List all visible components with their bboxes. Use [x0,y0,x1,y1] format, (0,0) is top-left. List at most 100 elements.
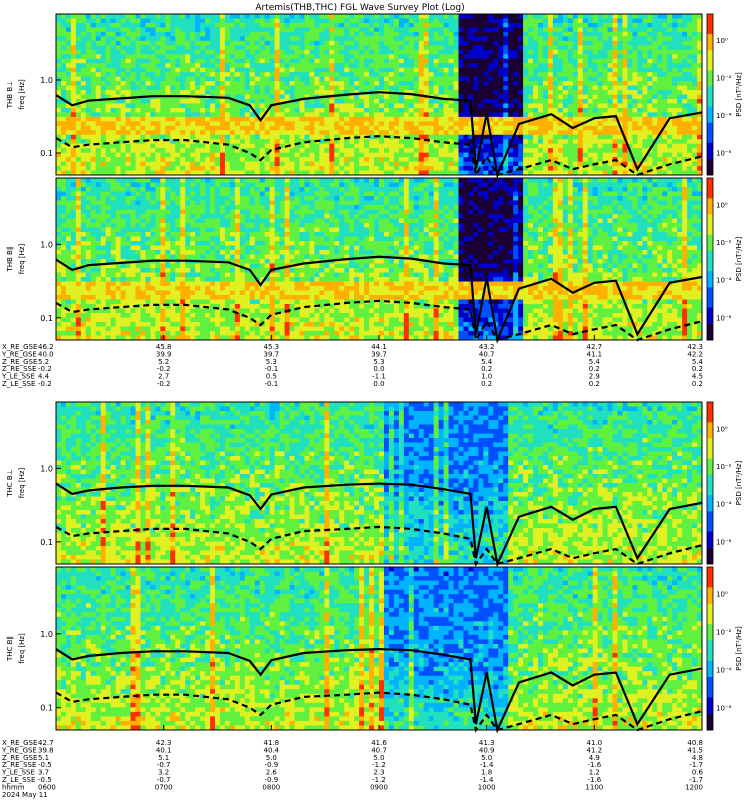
ephem-value: 0.2 [589,365,600,373]
ephem-value: 40.0 [38,350,54,358]
colorbar-tick-label: 10⁻⁶ [716,704,732,712]
ephem-value: 41.0 [587,739,603,747]
ephem-value: -0.7 [157,776,171,784]
ephem-value: -0.1 [264,365,278,373]
ephem-value: -1.7 [689,776,703,784]
ephem-value: 42.3 [156,739,172,747]
ephem-value: 4.5 [692,373,703,381]
ephem-row-label: Y_LE_SSE [1,769,35,777]
ephem-value: -0.5 [38,776,52,784]
series-line-solid [55,255,703,344]
colorbar-tick-label: 10⁻⁴ [716,112,732,120]
colorbar-tick-label: 10⁻⁶ [716,538,732,546]
ephem-value: -0.2 [157,380,171,388]
ephemeris-table: X_RE_GSE 46.2 45.8 45.3 44.1 43.2 42.7 42.3Y_RE… [1,343,704,799]
colorbar-label: PSD [nT²/Hz] [735,460,743,505]
colorbar-frame [706,177,714,341]
colorbar-tick-label: 10⁰ [716,425,728,433]
ephem-value: -0.9 [264,761,278,769]
ephem-row-label: Z_RE_GSE [2,358,37,366]
ephem-value: -0.5 [38,761,52,769]
colorbar: 10⁰ 10⁻² 10⁻⁴ 10⁻⁶ PSD [nT²/Hz] [706,177,743,341]
colorbar: 10⁰ 10⁻² 10⁻⁴ 10⁻⁶ PSD [nT²/Hz] [706,401,743,565]
ephem-value: -0.2 [38,365,52,373]
ephem-value: 42.7 [38,739,54,747]
time-tick-label: 1200 [685,783,703,791]
colorbar-tick-label: 10⁻⁴ [716,666,732,674]
time-tick-label: 1100 [585,783,603,791]
colorbar-tick-label: 10⁰ [716,37,728,45]
y-tick-label: 1.0 [40,464,53,473]
colorbar-frame [706,401,714,565]
y-tick-label: 1.0 [40,76,53,85]
ephem-value: 0.0 [373,380,384,388]
spectrogram-panels: 1.0 0.1 THB B⊥ freq [Hz] 10⁰ 10⁻² 10⁻⁴ 10⁻⁶ PSD … [6,13,743,734]
ephem-value: 0.2 [589,380,600,388]
colorbar-frame [706,566,714,731]
ephem-value: 41.1 [587,350,603,358]
colorbar: 10⁰ 10⁻² 10⁻⁴ 10⁻⁶ PSD [nT²/Hz] [706,566,743,731]
series-line-dashed [55,299,703,344]
ephem-row-label: Y_RE_GSE [1,350,37,358]
series-line-solid [55,647,703,734]
ephem-value: -1.1 [372,373,386,381]
colorbar-tick-label: 10⁰ [716,201,728,209]
ephem-value: 40.4 [264,746,280,754]
panel-frame [55,401,703,565]
ephem-value: 40.7 [371,746,387,754]
y-axis-label: THC B∥ [6,636,14,662]
colorbar-tick-label: 10⁻⁴ [716,501,732,509]
ephem-value: 5.0 [266,754,277,762]
ephem-value: 2.7 [158,373,169,381]
time-tick-label: 0600 [38,783,56,791]
ephem-value: 4.4 [38,373,50,381]
colorbar-tick-label: 10⁻² [716,239,732,247]
ephem-value: 5.4 [692,358,704,366]
ephem-value: 5.2 [158,358,169,366]
ephem-value: 41.2 [587,746,603,754]
ephem-value: -0.1 [264,380,278,388]
ephem-value: -0.2 [38,380,52,388]
spectrogram-panel-thb-par: 1.0 0.1 THB B∥ freq [Hz] 10⁰ 10⁻² 10⁻⁴ 10⁻⁶ PSD … [6,177,743,344]
ephem-value: 40.7 [479,350,495,358]
colorbar-tick-label: 10⁰ [716,591,728,599]
ephem-value: 39.7 [264,350,280,358]
ephem-value: 41.8 [264,739,280,747]
ephem-value: 2.3 [373,769,384,777]
spectrogram-panel-thc-perp: 1.0 0.1 THC B⊥ freq [Hz] 10⁰ 10⁻² 10⁻⁴ 10⁻⁶ PSD … [6,401,743,568]
ephem-value: 1.8 [481,769,492,777]
ephem-row-label: X_RE_GSE [2,343,37,351]
ephem-value: 41.5 [687,746,703,754]
ephem-row-label: Z_RE_SSE [2,761,36,769]
time-tick-label: 0800 [262,783,280,791]
colorbar-tick-label: 10⁻² [716,628,732,636]
y-axis-label-units: freq [Hz] [18,467,26,498]
colorbar-tick-label: 10⁻⁴ [716,277,732,285]
panel-frame [55,13,703,176]
ephem-value: 40.1 [156,746,172,754]
series-line-solid [55,91,703,179]
y-tick-label: 1.0 [40,240,53,249]
colorbar: 10⁰ 10⁻² 10⁻⁴ 10⁻⁶ PSD [nT²/Hz] [706,13,743,176]
ephem-value: 39.9 [156,350,172,358]
colorbar-label: PSD [nT²/Hz] [735,236,743,281]
ephem-value: -0.2 [157,365,171,373]
y-tick-label: 0.1 [40,704,53,713]
series-line-dashed [55,525,703,567]
ephem-row-label: Y_RE_GSE [1,746,37,754]
ephem-value: -0.9 [264,776,278,784]
ephem-value: 5.0 [481,754,492,762]
y-axis-label: THB B⊥ [6,81,14,109]
ephem-value: -1.4 [480,776,494,784]
ephem-value: -1.2 [372,776,386,784]
heatmap-cells [56,14,703,176]
y-tick-label: 1.0 [40,630,53,639]
ephem-value: 2.9 [589,373,600,381]
ephem-value: 41.3 [479,739,495,747]
ephem-value: 45.3 [264,343,280,351]
ephem-value: 1.0 [481,373,492,381]
ephem-value: -1.6 [587,761,601,769]
y-axis-label-units: freq [Hz] [18,633,26,664]
ephem-value: 39.7 [371,350,387,358]
